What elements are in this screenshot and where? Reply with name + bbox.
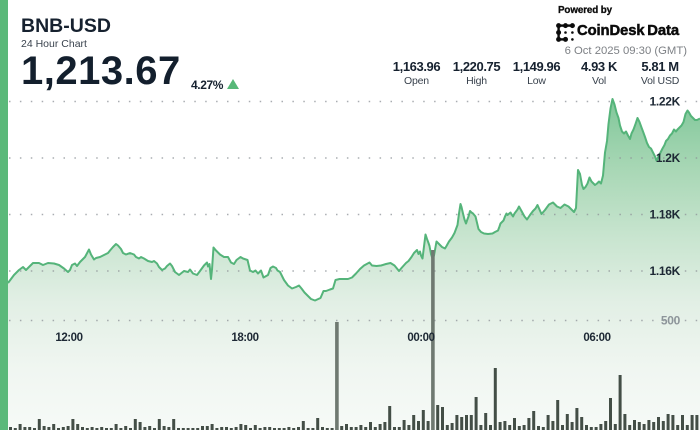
svg-text:1.2K: 1.2K	[656, 151, 681, 165]
svg-text:06:00: 06:00	[583, 332, 610, 344]
svg-text:1.16K: 1.16K	[649, 264, 680, 278]
svg-text:500: 500	[661, 314, 681, 328]
svg-text:1.18K: 1.18K	[649, 208, 680, 222]
svg-text:18:00: 18:00	[231, 332, 258, 344]
svg-text:12:00: 12:00	[55, 332, 82, 344]
svg-text:00:00: 00:00	[407, 332, 434, 344]
svg-text:1.22K: 1.22K	[649, 95, 680, 109]
